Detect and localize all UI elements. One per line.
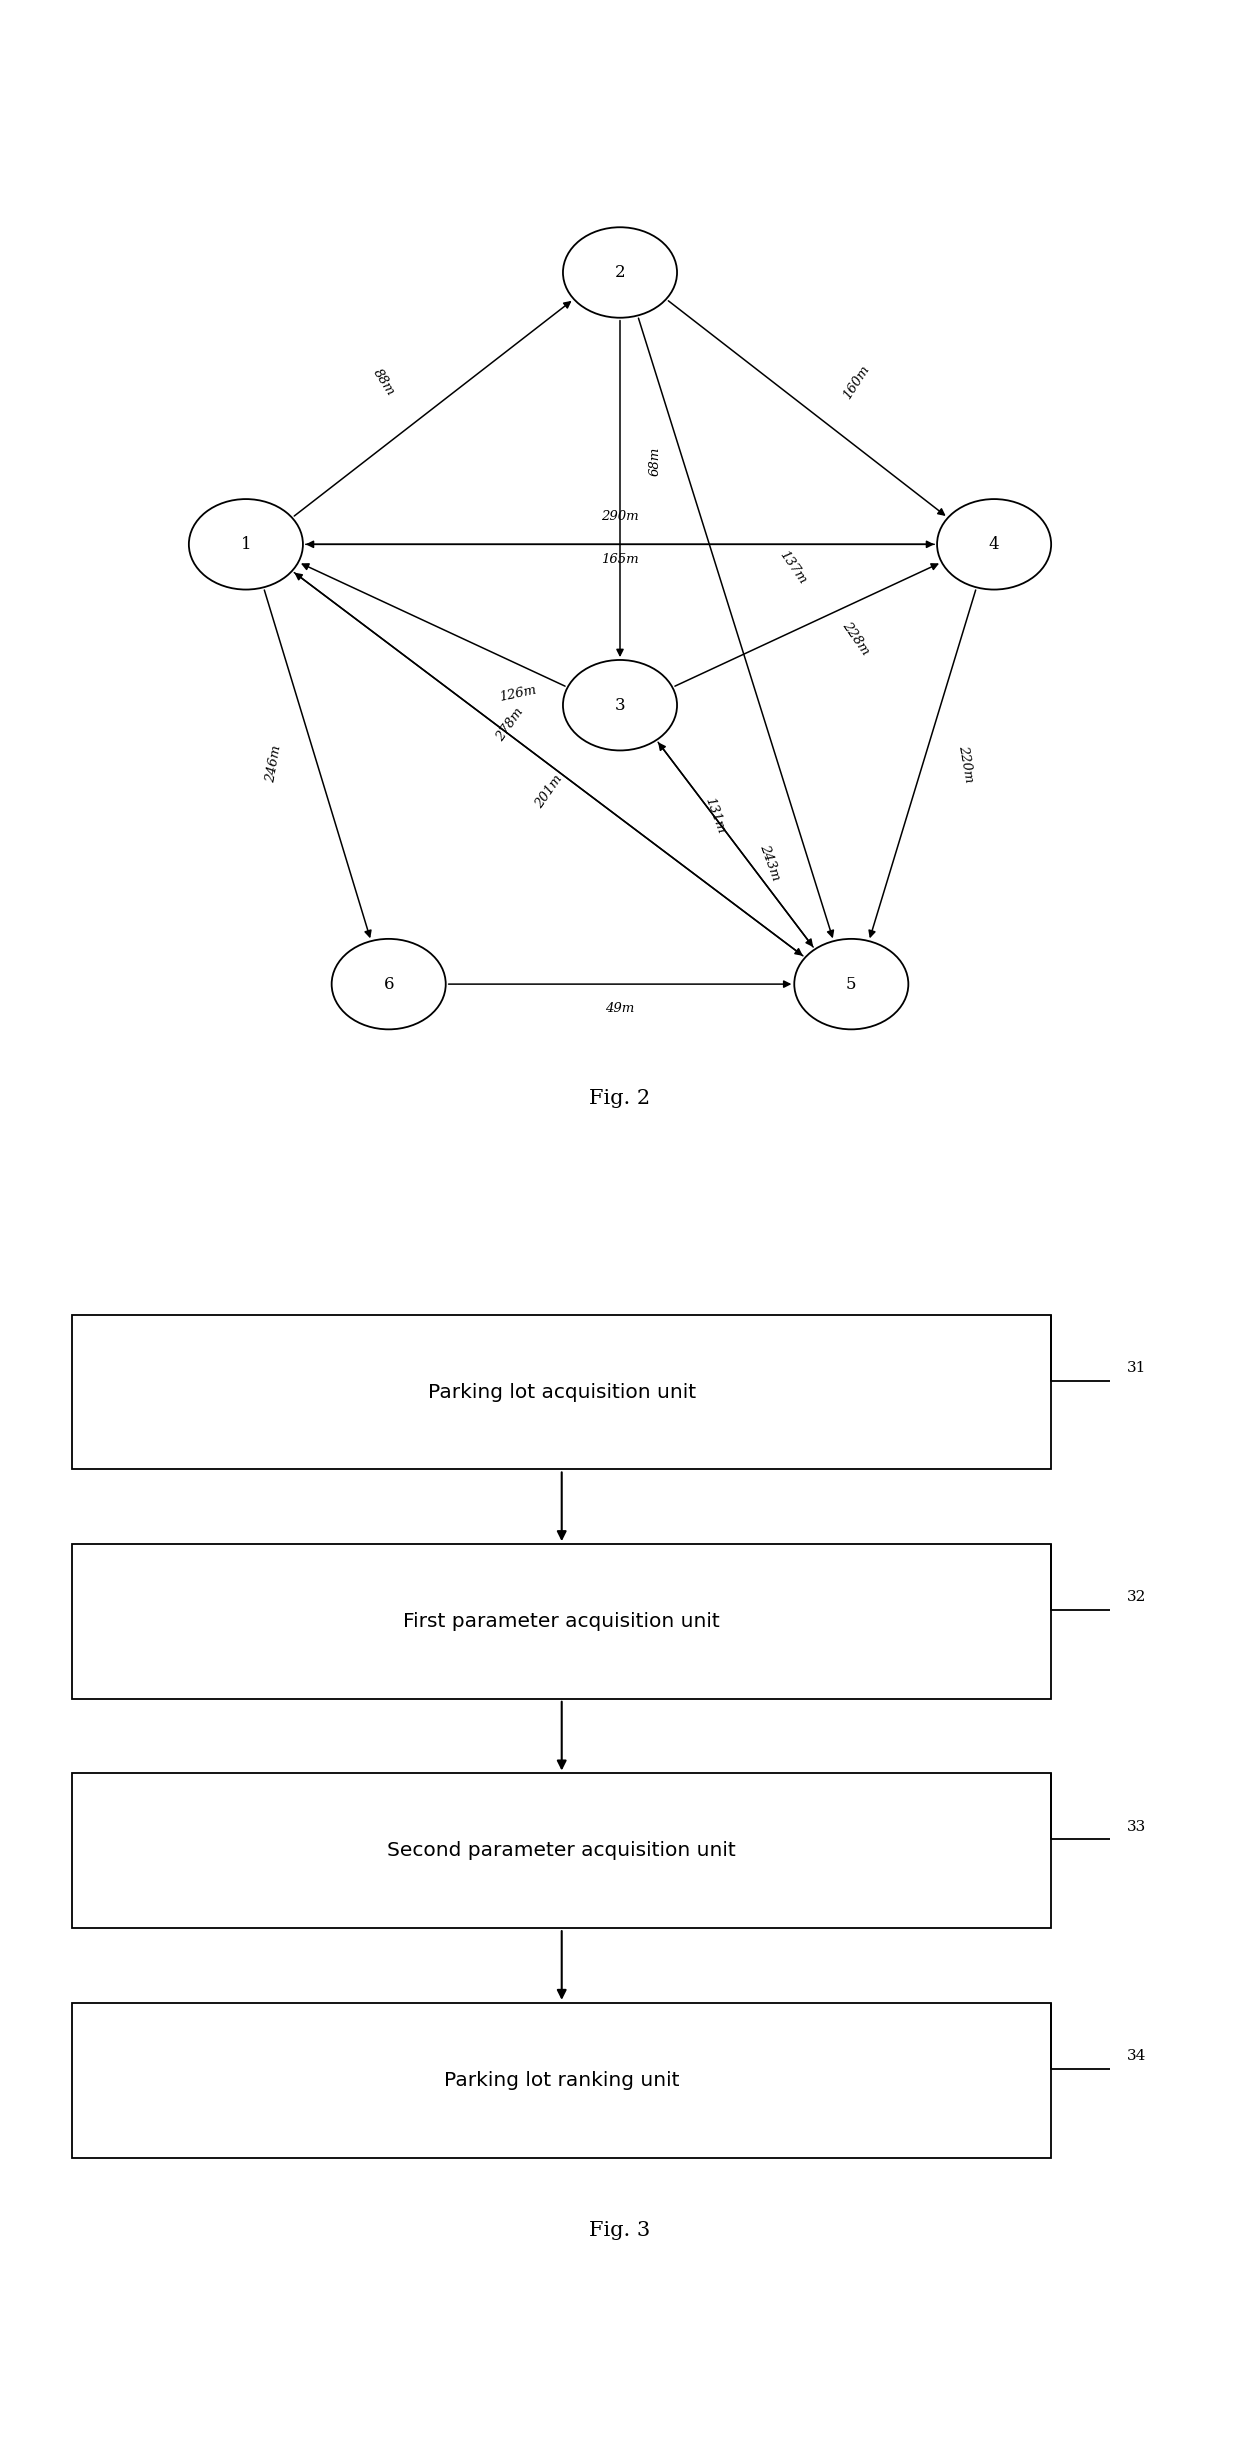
Text: Parking lot ranking unit: Parking lot ranking unit [444, 2072, 680, 2089]
Bar [72, 1774, 1052, 1928]
Ellipse shape [563, 227, 677, 317]
Text: 243m: 243m [756, 842, 782, 883]
Ellipse shape [331, 939, 445, 1030]
Text: 290m: 290m [601, 510, 639, 522]
Text: 2: 2 [615, 264, 625, 281]
Text: 246m: 246m [264, 744, 284, 783]
Text: 3: 3 [615, 698, 625, 715]
Text: 137m: 137m [777, 549, 810, 586]
Ellipse shape [188, 500, 303, 590]
Bar [72, 1315, 1052, 1469]
Bar [72, 1545, 1052, 1698]
Text: 34: 34 [1127, 2050, 1147, 2062]
Text: 6: 6 [383, 976, 394, 993]
Ellipse shape [937, 500, 1052, 590]
Ellipse shape [795, 939, 909, 1030]
Text: Second parameter acquisition unit: Second parameter acquisition unit [387, 1842, 737, 1859]
Text: 228m: 228m [839, 620, 872, 656]
Text: Fig. 3: Fig. 3 [589, 2220, 651, 2240]
Text: Parking lot acquisition unit: Parking lot acquisition unit [428, 1383, 696, 1401]
Text: 68m: 68m [649, 447, 662, 476]
Text: 160m: 160m [841, 364, 872, 403]
Text: 201m: 201m [533, 773, 565, 810]
Text: 33: 33 [1127, 1820, 1146, 1832]
Text: 88m: 88m [371, 366, 398, 398]
Text: 220m: 220m [956, 744, 976, 783]
Text: First parameter acquisition unit: First parameter acquisition unit [403, 1613, 720, 1630]
Text: 1: 1 [241, 537, 252, 554]
Text: 165m: 165m [601, 554, 639, 566]
Text: 278m: 278m [494, 705, 526, 744]
Text: 49m: 49m [605, 1000, 635, 1015]
Text: 126m: 126m [498, 683, 537, 703]
Text: 131m: 131m [702, 795, 727, 834]
Text: 31: 31 [1127, 1362, 1147, 1374]
Text: Fig. 2: Fig. 2 [589, 1088, 651, 1108]
Bar [72, 2003, 1052, 2157]
Text: 32: 32 [1127, 1591, 1147, 1603]
Text: 5: 5 [846, 976, 857, 993]
Text: 4: 4 [988, 537, 999, 554]
Ellipse shape [563, 659, 677, 752]
